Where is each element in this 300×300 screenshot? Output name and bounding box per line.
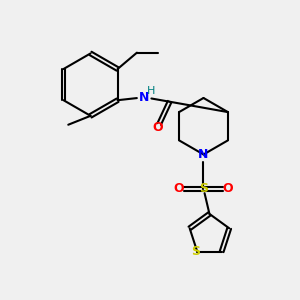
Text: H: H [147, 86, 155, 96]
Text: N: N [139, 91, 149, 104]
Text: O: O [173, 182, 184, 195]
Text: O: O [152, 121, 163, 134]
Text: S: S [191, 245, 200, 258]
Text: O: O [223, 182, 233, 195]
Text: N: N [198, 148, 209, 161]
Text: S: S [199, 182, 208, 195]
